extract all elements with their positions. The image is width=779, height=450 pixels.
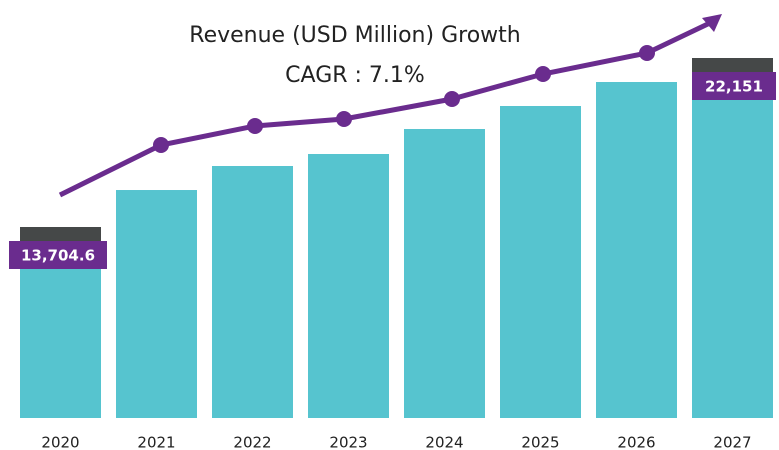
- bar: [500, 106, 581, 418]
- trend-dot: [336, 111, 352, 127]
- bar: [308, 154, 389, 418]
- bar: [692, 58, 773, 418]
- label-box: [692, 72, 776, 100]
- data-label: 13,704.6: [21, 247, 95, 265]
- bar: [212, 166, 293, 418]
- x-tick-label: 2021: [137, 434, 175, 450]
- trend-dot: [639, 45, 655, 61]
- bars: [20, 58, 773, 419]
- label-cap: [692, 58, 773, 72]
- x-tick-label: 2023: [329, 434, 367, 450]
- trend-dot: [247, 118, 263, 134]
- trend-line: [58, 19, 714, 198]
- x-tick-label: 2026: [617, 434, 655, 450]
- bar: [404, 129, 485, 418]
- labels: 2020 13,704.6 2021 2022 2023 2024 2025 2026 2027…: [9, 58, 776, 450]
- trend-dot: [444, 91, 460, 107]
- x-tick-label: 2027: [713, 434, 751, 450]
- x-tick-label: 2022: [233, 434, 271, 450]
- chart-title: Revenue (USD Million) Growth: [189, 23, 520, 48]
- label-cap: [20, 227, 101, 241]
- trend-dot: [153, 137, 169, 153]
- bar: [596, 82, 677, 419]
- x-tick-label: 2020: [41, 434, 79, 450]
- x-tick-label: 2024: [425, 434, 463, 450]
- data-label: 22,151: [705, 78, 763, 96]
- chart-subtitle: CAGR : 7.1%: [285, 63, 425, 88]
- bar: [116, 190, 197, 418]
- x-tick-label: 2025: [521, 434, 559, 450]
- trend-arrow: [58, 14, 722, 198]
- trend-dot: [535, 66, 551, 82]
- label-box: [9, 241, 107, 269]
- arrow-head: [702, 14, 722, 32]
